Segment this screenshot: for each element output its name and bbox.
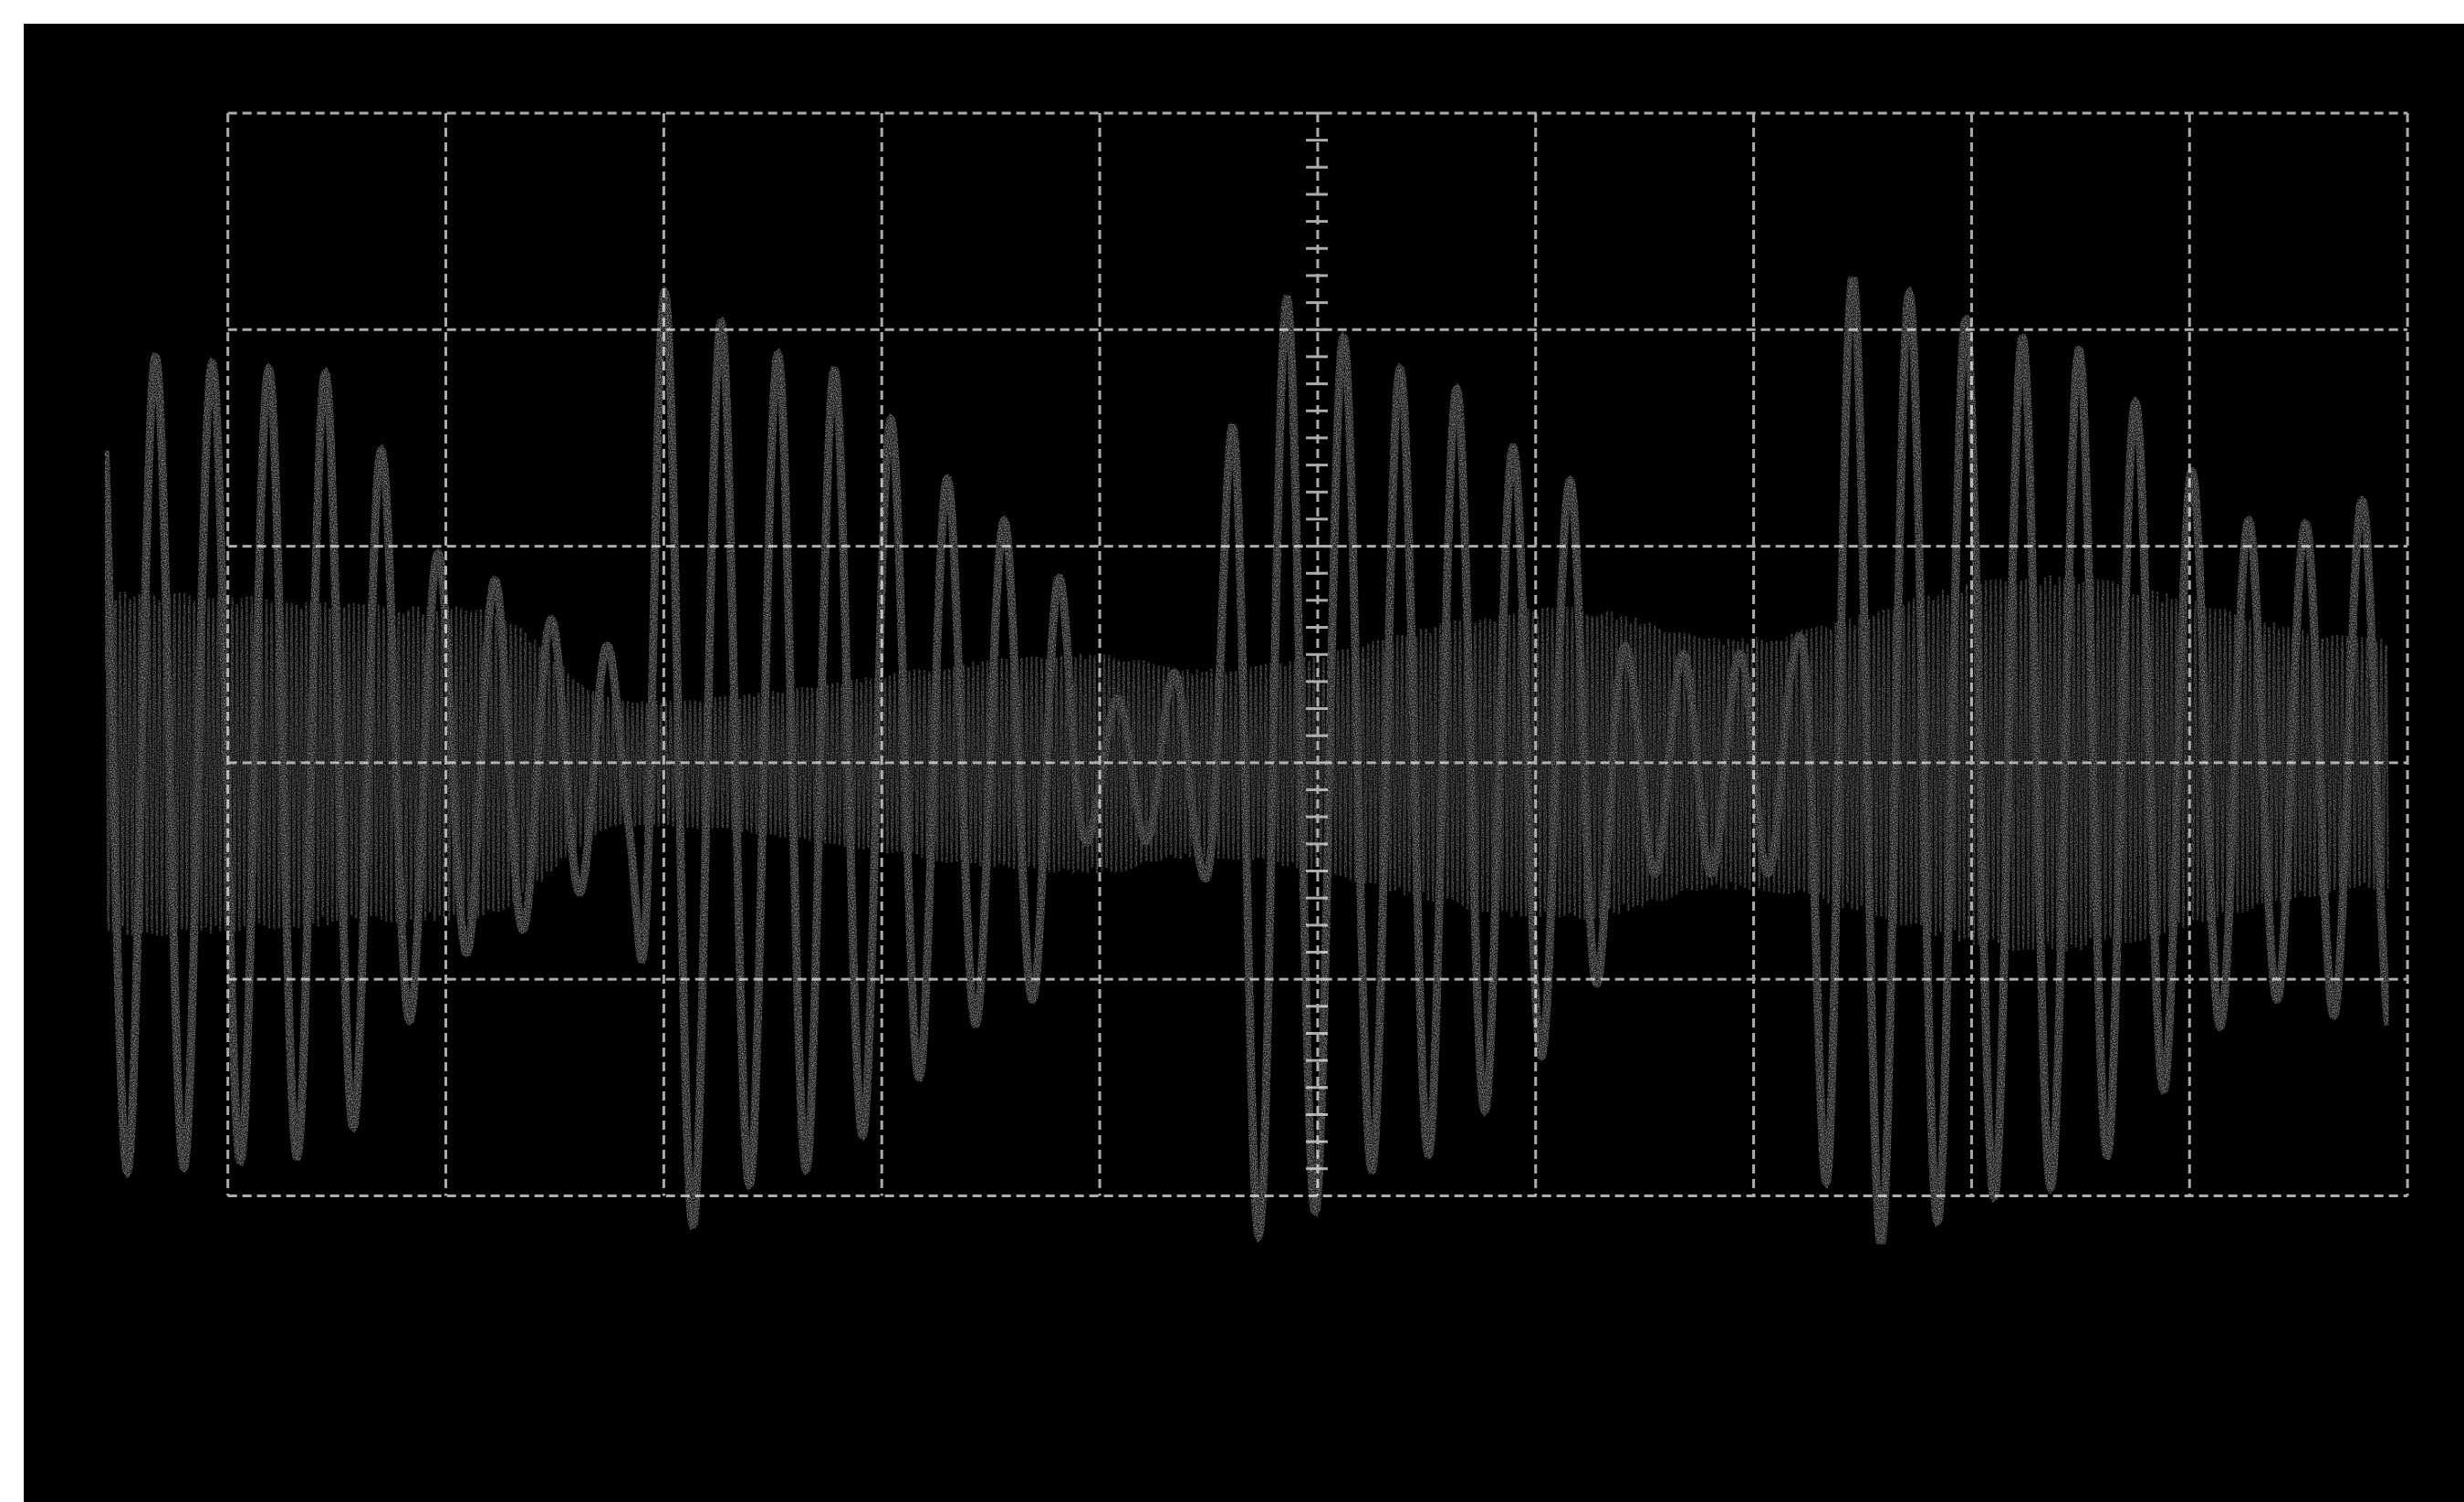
- waveform-trace-core: [103, 275, 2390, 1246]
- waveform: [100, 269, 2393, 1248]
